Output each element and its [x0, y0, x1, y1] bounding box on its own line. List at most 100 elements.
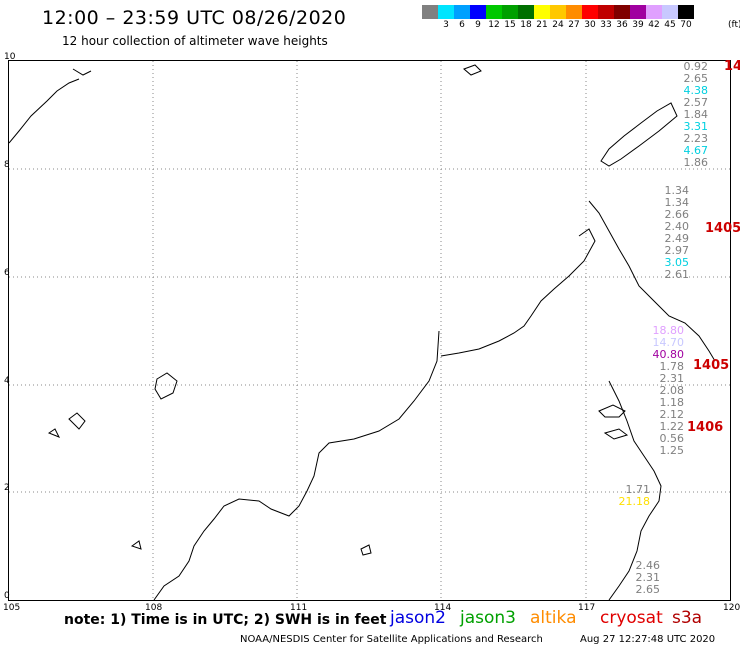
wave-height-value: 1.71	[625, 483, 651, 496]
legend-cell: 24	[550, 5, 566, 31]
legend-cell: 42	[646, 5, 662, 31]
wave-height-value: 18.80	[652, 324, 685, 337]
satellite-name: cryosat	[600, 608, 663, 628]
legend-cell: 18	[518, 5, 534, 31]
legend-cell: 12	[486, 5, 502, 31]
longitude-label: 117	[578, 603, 596, 613]
legend-label: 33	[600, 20, 612, 30]
legend-cell: 15	[502, 5, 518, 31]
wave-height-value: 2.57	[683, 96, 709, 109]
wave-height-value: 1.84	[683, 108, 709, 121]
legend-label: 42	[648, 20, 660, 30]
longitude-label: 120	[723, 603, 740, 613]
legend-label: 27	[568, 20, 580, 30]
anambas-islands	[47, 412, 86, 438]
latitude-label: 10	[4, 52, 16, 62]
wave-height-value: 1.22	[659, 420, 685, 433]
time-label: 140	[724, 59, 740, 74]
legend-swatch	[662, 5, 678, 19]
legend-cell: 33	[598, 5, 614, 31]
wave-height-value: 2.49	[664, 232, 690, 245]
palawan-coastline	[440, 228, 596, 357]
legend-cell	[422, 5, 438, 31]
wave-height-value: 4.67	[683, 144, 709, 157]
time-label: 1405	[693, 358, 730, 373]
wave-height-value: 2.66	[664, 208, 690, 221]
wave-height-value: 2.40	[664, 220, 690, 233]
legend-label: 12	[488, 20, 500, 30]
latitude-label: 0	[4, 591, 10, 601]
wave-height-value: 1.25	[659, 444, 685, 457]
wave-height-value: 1.34	[664, 184, 690, 197]
credit-line: NOAA/NESDIS Center for Satellite Applica…	[240, 634, 543, 645]
legend-swatch	[422, 5, 438, 19]
satellite-name: jason2	[390, 608, 446, 628]
legend-swatch	[646, 5, 662, 19]
vietnam-coastline	[9, 68, 440, 600]
legend-cell: 36	[614, 5, 630, 31]
legend-swatch	[630, 5, 646, 19]
natuna-islands	[154, 372, 178, 400]
legend-swatch	[614, 5, 630, 19]
legend-cell: 6	[454, 5, 470, 31]
legend-swatch	[502, 5, 518, 19]
wave-height-value: 2.12	[659, 408, 685, 421]
legend-label: 6	[459, 20, 465, 30]
chart-title: 12:00 – 23:59 UTC 08/26/2020	[42, 7, 347, 29]
legend-label: 3	[443, 20, 449, 30]
latitude-label: 4	[4, 376, 10, 386]
legend-label: 18	[520, 20, 532, 30]
latitude-label: 8	[4, 160, 10, 170]
legend-swatch	[550, 5, 566, 19]
longitude-label: 105	[3, 603, 21, 613]
legend-cell: 45	[662, 5, 678, 31]
luzon-coastline	[600, 102, 678, 167]
legend-cell: 3	[438, 5, 454, 31]
wave-height-value: 2.46	[635, 559, 661, 572]
legend-swatch	[518, 5, 534, 19]
legend-label: 39	[632, 20, 644, 30]
generated-timestamp: Aug 27 12:27:48 UTC 2020	[580, 634, 716, 645]
longitude-label: 111	[290, 603, 308, 613]
small-islands	[130, 64, 482, 556]
wave-height-value: 4.38	[683, 84, 709, 97]
legend-swatch	[454, 5, 470, 19]
color-legend: 3 6 9 12 15 18 21 24 27 30 33 36 39 42 45 70	[422, 5, 694, 31]
legend-swatch	[678, 5, 694, 19]
legend-swatch	[486, 5, 502, 19]
latitude-label: 6	[4, 268, 10, 278]
legend-label: 45	[664, 20, 676, 30]
latitude-label: 2	[4, 483, 10, 493]
legend-cell: 27	[566, 5, 582, 31]
legend-cell: 39	[630, 5, 646, 31]
wave-height-value: 2.23	[683, 132, 709, 145]
footer-note: note: 1) Time is in UTC; 2) SWH is in fe…	[64, 612, 387, 628]
wave-height-value: 0.56	[659, 432, 685, 445]
legend-label: 36	[616, 20, 628, 30]
wave-height-value: 14.70	[652, 336, 685, 349]
legend-label: 9	[475, 20, 481, 30]
legend-swatch	[566, 5, 582, 19]
wave-height-value: 2.31	[659, 372, 685, 385]
wave-height-value: 1.34	[664, 196, 690, 209]
legend-swatch	[534, 5, 550, 19]
legend-label: 21	[536, 20, 548, 30]
legend-swatch	[598, 5, 614, 19]
mindoro-coastline	[588, 200, 716, 362]
wave-height-value: 3.31	[683, 120, 709, 133]
wave-height-value: 2.97	[664, 244, 690, 257]
wave-height-value: 2.65	[683, 72, 709, 85]
wave-height-value: 40.80	[652, 348, 685, 361]
wave-height-value: 1.86	[683, 156, 709, 169]
wave-height-value: 2.65	[635, 583, 661, 596]
longitude-label: 108	[145, 603, 163, 613]
graticule	[9, 61, 730, 600]
time-label: 1405	[705, 221, 740, 236]
wave-height-value: 1.78	[659, 360, 685, 373]
legend-cell: 21	[534, 5, 550, 31]
legend-swatch	[582, 5, 598, 19]
legend-label: 70	[680, 20, 692, 30]
legend-swatch	[470, 5, 486, 19]
legend-cell: 70	[678, 5, 694, 31]
wave-height-value: 21.18	[618, 495, 651, 508]
